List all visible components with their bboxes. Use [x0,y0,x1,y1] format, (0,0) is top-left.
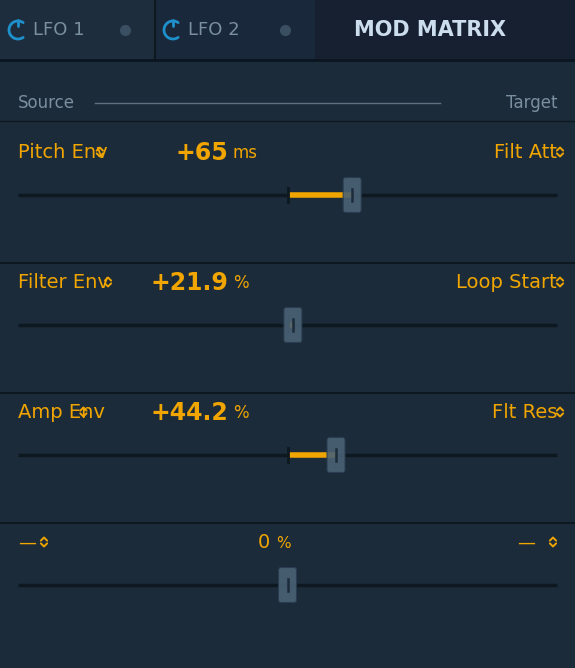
Text: Amp Env: Amp Env [18,403,105,422]
FancyBboxPatch shape [0,0,575,60]
FancyBboxPatch shape [0,0,155,60]
Text: MOD MATRIX: MOD MATRIX [354,20,506,40]
Text: LFO 2: LFO 2 [188,21,240,39]
Text: LFO 1: LFO 1 [33,21,85,39]
Text: +21.9: +21.9 [150,271,228,295]
Text: —: — [18,534,36,552]
Text: Flt Res: Flt Res [492,403,557,422]
FancyBboxPatch shape [343,178,361,212]
Text: ms: ms [233,144,258,162]
Text: Target: Target [505,94,557,112]
FancyBboxPatch shape [327,438,345,472]
FancyBboxPatch shape [284,307,302,343]
Text: Pitch Env: Pitch Env [18,144,108,162]
Text: Filter Env: Filter Env [18,273,109,293]
FancyBboxPatch shape [155,0,315,60]
Text: 0: 0 [258,534,270,552]
Text: Source: Source [18,94,75,112]
FancyBboxPatch shape [278,568,297,603]
Text: %: % [276,536,290,550]
Text: Filt Att: Filt Att [494,144,557,162]
Text: +44.2: +44.2 [150,401,228,425]
Text: —: — [517,534,535,552]
Text: %: % [233,274,248,292]
Text: +65: +65 [175,141,228,165]
Text: Loop Start: Loop Start [456,273,557,293]
Text: %: % [233,404,248,422]
